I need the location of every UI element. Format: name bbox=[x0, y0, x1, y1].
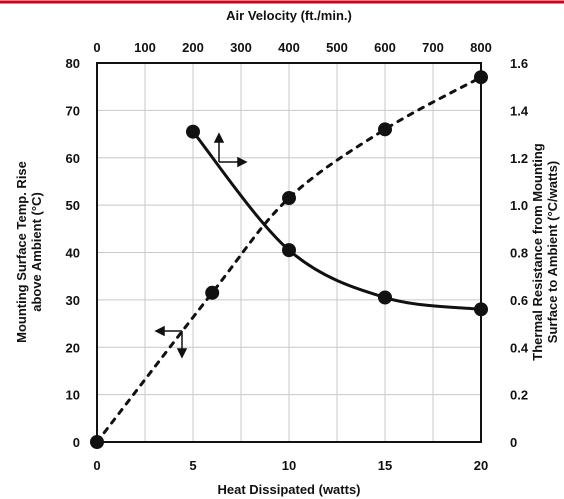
y-right-tick-label: 0.2 bbox=[510, 388, 528, 403]
left-axis-indicator-arrow bbox=[154, 325, 188, 359]
y-left-title-line1: Mounting Surface Temp. Rise bbox=[14, 161, 29, 343]
y-right-ticks: 0 0.2 0.4 0.6 0.8 1.0 1.2 1.4 1.6 bbox=[510, 56, 529, 450]
y-left-tick-label: 0 bbox=[73, 435, 80, 450]
y-left-tick-label: 80 bbox=[66, 56, 80, 71]
y-right-tick-label: 0.6 bbox=[510, 293, 528, 308]
x-top-tick-label: 300 bbox=[230, 40, 252, 55]
y-right-tick-label: 1.4 bbox=[510, 103, 529, 118]
series-line-solid bbox=[191, 130, 483, 311]
data-point bbox=[474, 70, 488, 85]
y-left-title-line2: above Ambient (°C) bbox=[29, 192, 44, 312]
x-top-tick-label: 100 bbox=[134, 40, 156, 55]
x-top-axis-title: Air Velocity (ft./min.) bbox=[226, 8, 352, 23]
x-bottom-ticks: 0 5 10 15 20 bbox=[93, 458, 488, 473]
x-bottom-axis-title: Heat Dissipated (watts) bbox=[217, 482, 360, 497]
y-left-tick-label: 60 bbox=[66, 151, 80, 166]
data-point bbox=[378, 122, 392, 137]
data-point bbox=[186, 124, 200, 139]
arrow-right-head bbox=[237, 156, 248, 168]
y-right-tick-label: 0.4 bbox=[510, 340, 529, 355]
x-top-tick-label: 500 bbox=[326, 40, 348, 55]
x-top-ticks: 0 100 200 300 400 500 600 700 800 bbox=[93, 40, 491, 55]
x-top-tick-label: 600 bbox=[374, 40, 396, 55]
x-top-tick-label: 400 bbox=[278, 40, 300, 55]
y-right-tick-label: 1.2 bbox=[510, 151, 528, 166]
y-right-tick-label: 1.6 bbox=[510, 56, 528, 71]
x-top-tick-label: 700 bbox=[422, 40, 444, 55]
data-point bbox=[90, 435, 104, 449]
plot-frame bbox=[96, 62, 482, 443]
x-bottom-tick-label: 20 bbox=[474, 458, 488, 473]
y-right-title-line2: Surface to Ambient (°C/watts) bbox=[545, 161, 560, 343]
y-left-tick-label: 20 bbox=[66, 340, 80, 355]
x-top-tick-label: 0 bbox=[93, 40, 100, 55]
x-bottom-tick-label: 15 bbox=[378, 458, 392, 473]
y-right-axis-title: Thermal Resistance from Mounting Surface… bbox=[530, 143, 560, 360]
data-point bbox=[282, 191, 296, 206]
data-point bbox=[378, 290, 392, 305]
x-top-tick-label: 200 bbox=[182, 40, 204, 55]
arrow-down-head bbox=[176, 348, 188, 359]
y-left-axis-title: Mounting Surface Temp. Rise above Ambien… bbox=[14, 161, 44, 343]
arrow-up-head bbox=[213, 132, 225, 143]
x-bottom-tick-label: 10 bbox=[282, 458, 296, 473]
data-point bbox=[205, 285, 220, 300]
x-bottom-tick-label: 5 bbox=[189, 458, 196, 473]
x-bottom-tick-label: 0 bbox=[93, 458, 100, 473]
y-left-tick-label: 30 bbox=[66, 293, 80, 308]
series-layer bbox=[90, 70, 488, 449]
arrow-left-head bbox=[154, 325, 165, 337]
x-top-tick-label: 800 bbox=[470, 40, 492, 55]
data-point bbox=[282, 243, 296, 258]
right-axis-indicator-arrow bbox=[213, 132, 248, 168]
y-left-ticks: 0 10 20 30 40 50 60 70 80 bbox=[66, 56, 80, 450]
y-left-tick-label: 70 bbox=[66, 103, 80, 118]
y-left-tick-label: 50 bbox=[66, 198, 80, 213]
y-right-tick-label: 0.8 bbox=[510, 246, 528, 261]
y-left-tick-label: 10 bbox=[66, 388, 80, 403]
y-right-title-line1: Thermal Resistance from Mounting bbox=[530, 143, 545, 360]
y-right-tick-label: 1.0 bbox=[510, 198, 528, 213]
y-right-tick-label: 0 bbox=[510, 435, 517, 450]
data-point bbox=[474, 302, 488, 317]
series-line-dashed bbox=[95, 75, 483, 444]
y-left-tick-label: 40 bbox=[66, 246, 80, 261]
